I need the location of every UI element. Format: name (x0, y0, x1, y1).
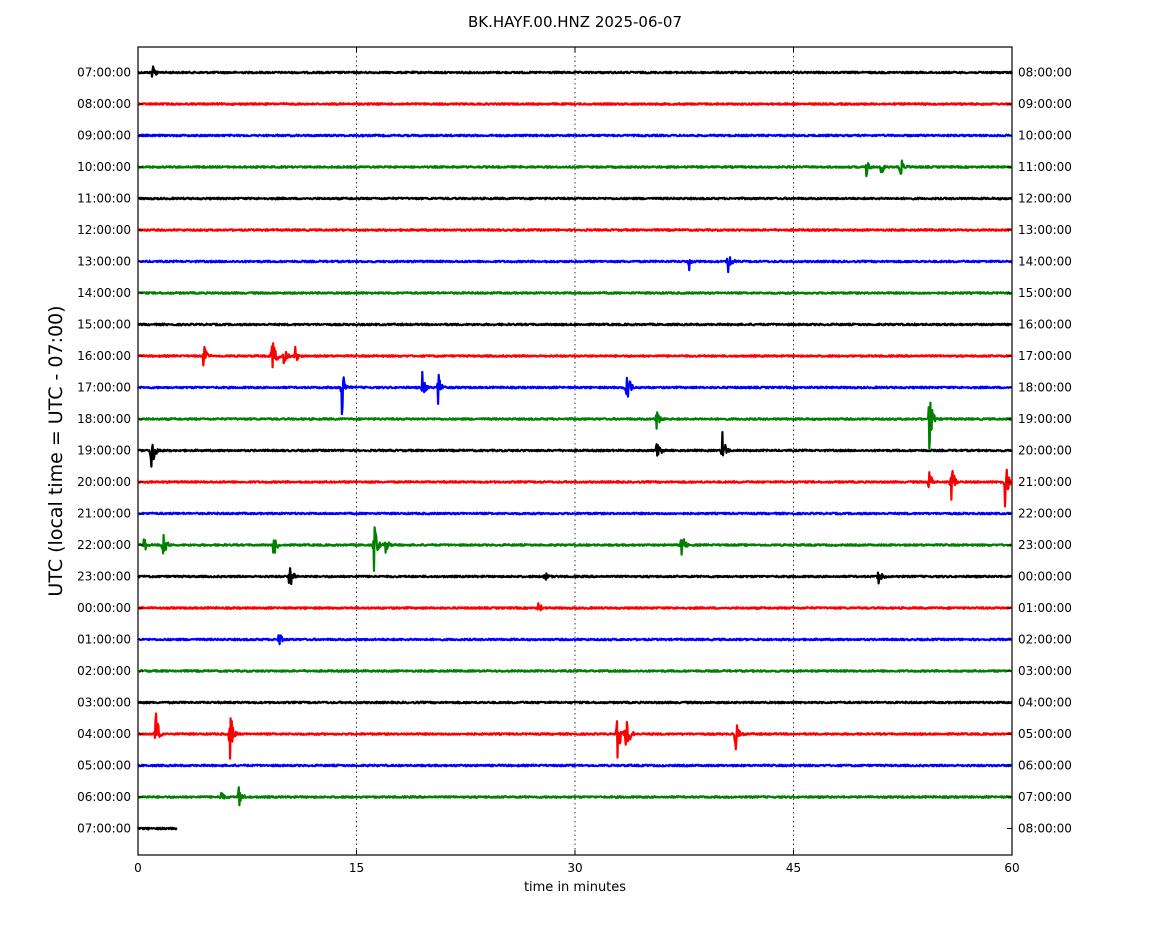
left-tick-label: 18:00:00 (77, 412, 131, 426)
left-tick-label: 02:00:00 (77, 664, 131, 678)
trace-line (137, 826, 178, 831)
trace-line (137, 700, 1013, 705)
right-tick-label: 04:00:00 (1018, 696, 1072, 710)
right-tick-label: 22:00:00 (1018, 507, 1072, 521)
right-tick-label: 08:00:00 (1018, 66, 1072, 80)
x-tick-label: 30 (567, 861, 582, 875)
right-tick-label: 11:00:00 (1018, 160, 1072, 174)
trace-line (137, 567, 1013, 586)
right-tick-label: 20:00:00 (1018, 444, 1072, 458)
trace-line (137, 526, 1013, 572)
left-tick-label: 12:00:00 (77, 223, 131, 237)
left-tick-label: 20:00:00 (77, 475, 131, 489)
x-tick-label: 60 (1004, 861, 1019, 875)
trace-line (137, 65, 1013, 78)
left-tick-label: 03:00:00 (77, 696, 131, 710)
trace-line (137, 431, 1013, 468)
x-tick-label: 15 (349, 861, 364, 875)
right-tick-label: 05:00:00 (1018, 727, 1072, 741)
left-tick-label: 07:00:00 (77, 66, 131, 80)
y-axis-label: UTC (local time = UTC - 07:00) (45, 305, 67, 596)
left-tick-label: 04:00:00 (77, 727, 131, 741)
trace-line (137, 511, 1013, 516)
trace-line (137, 256, 1013, 274)
right-tick-label: 02:00:00 (1018, 633, 1072, 647)
right-tick-label: 18:00:00 (1018, 381, 1072, 395)
x-axis-label: time in minutes (524, 880, 626, 895)
right-tick-label: 09:00:00 (1018, 97, 1072, 111)
trace-line (137, 634, 1013, 646)
right-tick-label: 15:00:00 (1018, 286, 1072, 300)
left-tick-label: 00:00:00 (77, 601, 131, 615)
x-tick-label: 45 (786, 861, 801, 875)
trace-line (137, 786, 1013, 807)
trace-line (137, 159, 1013, 178)
left-tick-label: 05:00:00 (77, 759, 131, 773)
trace-line (137, 669, 1013, 673)
left-tick-label: 23:00:00 (77, 570, 131, 584)
trace-line (137, 370, 1013, 416)
trace-line (137, 401, 1013, 450)
right-tick-label: 00:00:00 (1018, 570, 1072, 584)
trace-line (137, 291, 1014, 295)
trace-line (136, 468, 1014, 508)
trace-line (137, 763, 1013, 768)
trace-line (137, 342, 1013, 369)
left-tick-label: 13:00:00 (77, 255, 131, 269)
right-tick-label: 08:00:00 (1018, 822, 1072, 836)
trace-line (137, 196, 1013, 201)
left-tick-label: 06:00:00 (77, 790, 131, 804)
right-tick-label: 01:00:00 (1018, 601, 1072, 615)
right-tick-label: 17:00:00 (1018, 349, 1072, 363)
trace-line (137, 133, 1013, 138)
left-tick-label: 16:00:00 (77, 349, 131, 363)
right-tick-label: 19:00:00 (1018, 412, 1072, 426)
left-tick-label: 22:00:00 (77, 538, 131, 552)
left-tick-label: 11:00:00 (77, 192, 131, 206)
traces (136, 65, 1014, 831)
trace-line (137, 102, 1013, 106)
left-tick-label: 19:00:00 (77, 444, 131, 458)
left-tick-label: 09:00:00 (77, 129, 131, 143)
right-tick-label: 10:00:00 (1018, 129, 1072, 143)
right-tick-label: 14:00:00 (1018, 255, 1072, 269)
x-ticks: 0 15 30 45 60 (134, 47, 1020, 875)
y-ticks: 07:00:00 08:00:00 08:00:00 09:00:00 09:00:00… (77, 66, 1072, 836)
right-tick-label: 07:00:00 (1018, 790, 1072, 804)
left-tick-label: 21:00:00 (77, 507, 131, 521)
trace-line (137, 602, 1013, 612)
trace-line (137, 228, 1013, 232)
left-tick-label: 15:00:00 (77, 318, 131, 332)
right-tick-label: 23:00:00 (1018, 538, 1072, 552)
x-tick-label: 0 (134, 861, 142, 875)
left-tick-label: 01:00:00 (77, 633, 131, 647)
trace-line (137, 712, 1013, 760)
left-tick-label: 17:00:00 (77, 381, 131, 395)
left-tick-label: 07:00:00 (77, 822, 131, 836)
chart-title: BK.HAYF.00.HNZ 2025-06-07 (468, 13, 682, 31)
left-tick-label: 14:00:00 (77, 286, 131, 300)
left-tick-label: 10:00:00 (77, 160, 131, 174)
right-tick-label: 13:00:00 (1018, 223, 1072, 237)
right-tick-label: 16:00:00 (1018, 318, 1072, 332)
right-tick-label: 21:00:00 (1018, 475, 1072, 489)
right-tick-label: 03:00:00 (1018, 664, 1072, 678)
trace-line (137, 322, 1013, 327)
left-tick-label: 08:00:00 (77, 97, 131, 111)
right-tick-label: 06:00:00 (1018, 759, 1072, 773)
right-tick-label: 12:00:00 (1018, 192, 1072, 206)
